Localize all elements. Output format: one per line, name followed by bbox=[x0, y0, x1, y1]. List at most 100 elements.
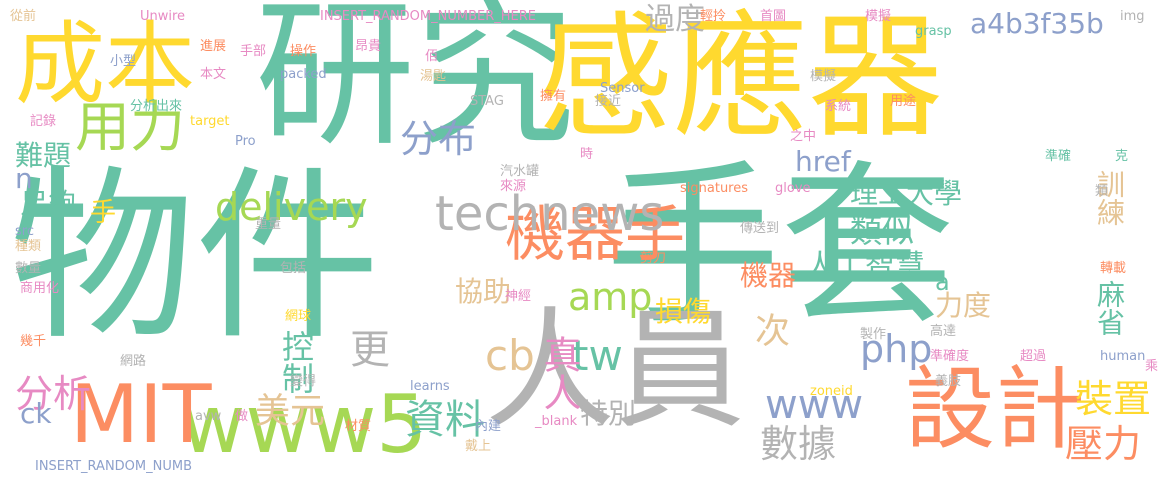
cloud-word: 重量 bbox=[255, 217, 282, 232]
cloud-word: 時 bbox=[580, 147, 594, 162]
cloud-word: 進展 bbox=[200, 39, 227, 54]
cloud-word: 傳送到 bbox=[740, 221, 780, 236]
cloud-word: 商用化 bbox=[20, 281, 60, 296]
cloud-word: technews bbox=[435, 186, 665, 242]
cloud-word: 模擬 bbox=[865, 9, 892, 24]
cloud-word: 機器 bbox=[740, 259, 797, 292]
cloud-word: 難題 bbox=[15, 139, 72, 172]
cloud-word: 機器手 bbox=[505, 200, 685, 270]
cloud-word: 分析 bbox=[15, 372, 92, 416]
cloud-word: 分布 bbox=[400, 117, 477, 161]
cloud-word: www5 bbox=[180, 378, 428, 471]
cloud-word: 昂貴 bbox=[355, 39, 382, 54]
cloud-word: zoneid bbox=[810, 384, 853, 399]
cloud-word: 之中 bbox=[790, 129, 817, 144]
cloud-word: INSERT_RANDOM_NUMBER_HERE bbox=[320, 9, 536, 24]
cloud-word: cb bbox=[485, 331, 535, 380]
cloud-word: amp bbox=[568, 275, 653, 319]
cloud-word: 數量 bbox=[15, 261, 42, 276]
cloud-word: 力度 bbox=[935, 289, 992, 322]
cloud-word: 真人 bbox=[537, 335, 581, 411]
cloud-word: grasp bbox=[915, 24, 952, 39]
cloud-word: www bbox=[765, 382, 864, 428]
cloud-word: human bbox=[1100, 349, 1146, 364]
cloud-word: 壓力 bbox=[1065, 422, 1142, 466]
cloud-word: Pro bbox=[235, 134, 256, 149]
cloud-word: 足夠 bbox=[20, 187, 77, 220]
cloud-word: 變得 bbox=[290, 374, 317, 389]
cloud-word: 設計 bbox=[905, 357, 1085, 462]
cloud-word: 過度 bbox=[645, 2, 705, 37]
cloud-word: learns bbox=[410, 379, 450, 394]
cloud-word: php bbox=[860, 327, 933, 371]
cloud-word: 神經 bbox=[505, 289, 532, 304]
cloud-word: 損傷 bbox=[655, 295, 712, 328]
cloud-word: 手 bbox=[90, 198, 117, 228]
cloud-word: 訓練 bbox=[1093, 170, 1126, 226]
cloud-word: 美元 bbox=[255, 392, 326, 432]
cloud-word: 首圖 bbox=[760, 9, 787, 24]
cloud-word: Sensor bbox=[600, 81, 645, 96]
cloud-word: 記錄 bbox=[30, 114, 57, 129]
cloud-word: 義肢 bbox=[935, 374, 962, 389]
cloud-word: 準確度 bbox=[930, 349, 970, 364]
cloud-word: 分析出來 bbox=[130, 99, 183, 114]
cloud-word: 裝置 bbox=[1075, 377, 1152, 421]
cloud-word: 佰 bbox=[425, 49, 439, 64]
cloud-word: 類 bbox=[1095, 184, 1109, 199]
cloud-word: 物件 bbox=[10, 149, 380, 365]
cloud-word: 克 bbox=[1115, 149, 1129, 164]
cloud-word: 湯匙 bbox=[420, 69, 447, 84]
cloud-word: 手部 bbox=[240, 44, 267, 59]
cloud-word: 手套 bbox=[605, 146, 955, 349]
cloud-word: 超過 bbox=[1020, 349, 1047, 364]
cloud-word: 高達 bbox=[930, 324, 957, 339]
cloud-word: 戴上 bbox=[465, 439, 492, 454]
cloud-word: _blank bbox=[535, 414, 578, 429]
cloud-word: src bbox=[15, 224, 34, 239]
cloud-word: tw bbox=[572, 331, 623, 380]
cloud-word: 幾千 bbox=[20, 334, 47, 349]
cloud-word: 汽水罐 bbox=[500, 164, 540, 179]
cloud-word: 剪刀 bbox=[640, 251, 667, 266]
cloud-word: 包括 bbox=[280, 261, 307, 276]
cloud-word: packed bbox=[280, 67, 327, 82]
cloud-word: 種類 bbox=[15, 239, 42, 254]
cloud-word: 資料 bbox=[405, 397, 485, 443]
cloud-word: a4b3f35b bbox=[970, 7, 1104, 40]
cloud-word: 來源 bbox=[500, 179, 527, 194]
cloud-word: 人員 bbox=[485, 294, 746, 446]
cloud-word: 本文 bbox=[200, 67, 227, 82]
cloud-word: 特別 bbox=[580, 397, 637, 430]
cloud-word: 數據 bbox=[760, 422, 837, 466]
cloud-word: href bbox=[795, 145, 851, 178]
cloud-word: avw bbox=[195, 409, 222, 424]
cloud-word: 操作 bbox=[290, 44, 317, 59]
cloud-word: 感應器 bbox=[538, 0, 943, 156]
cloud-word: 網路 bbox=[120, 354, 147, 369]
cloud-word: 內建 bbox=[475, 419, 502, 434]
cloud-word: STAG bbox=[470, 94, 504, 109]
cloud-word: 人工智慧 bbox=[805, 249, 925, 284]
cloud-word: 類似 bbox=[850, 212, 915, 250]
cloud-word: 用力 bbox=[75, 95, 186, 159]
cloud-word: 製作 bbox=[860, 327, 887, 342]
cloud-word: 做 bbox=[235, 409, 249, 424]
cloud-word: 系統 bbox=[825, 99, 852, 114]
cloud-word: 研究 bbox=[255, 0, 576, 168]
cloud-word: glove bbox=[775, 181, 811, 196]
cloud-word: ck bbox=[20, 397, 52, 430]
cloud-word: 輕拎 bbox=[700, 9, 727, 24]
cloud-word: Unwire bbox=[140, 9, 186, 24]
cloud-word: 材質 bbox=[345, 419, 372, 434]
cloud-word: 理工大學 bbox=[850, 177, 963, 210]
cloud-word: 準確 bbox=[1045, 149, 1072, 164]
cloud-word: 更 bbox=[350, 327, 390, 373]
cloud-word: img bbox=[1120, 9, 1145, 24]
cloud-word: MIT bbox=[70, 368, 212, 461]
cloud-word: 協助 bbox=[455, 275, 512, 308]
cloud-word: 控制 bbox=[277, 330, 315, 394]
cloud-word: 用途 bbox=[890, 94, 917, 109]
cloud-word: delivery bbox=[215, 185, 368, 229]
